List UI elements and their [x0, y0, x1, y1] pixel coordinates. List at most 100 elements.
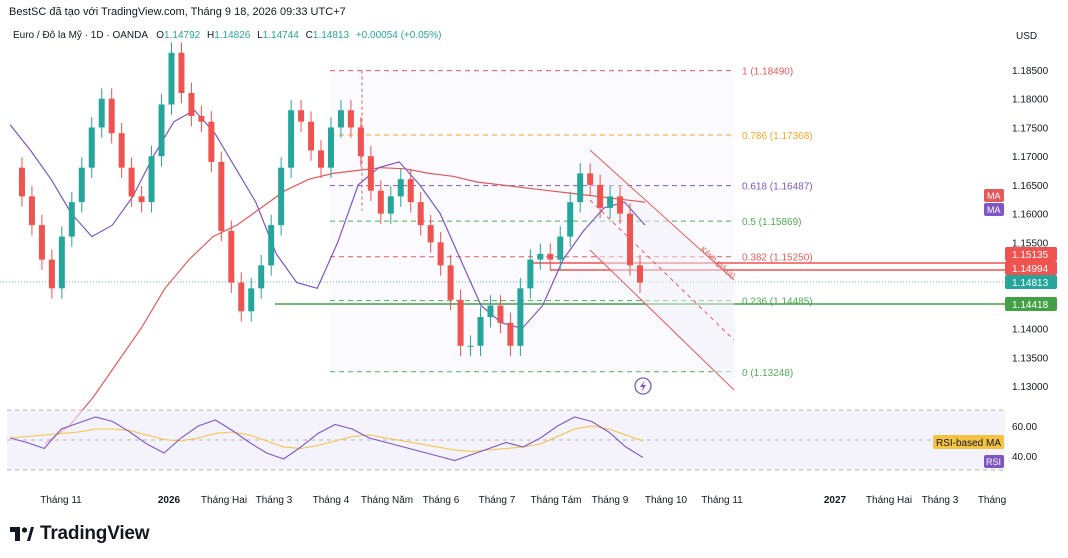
candle-body [248, 288, 255, 312]
ma-short-line [9, 109, 646, 330]
candle-body [387, 196, 394, 214]
candle-body [437, 242, 444, 266]
price-tag-3-bg [1005, 275, 1057, 289]
tradingview-logo[interactable]: TradingView [10, 523, 150, 545]
tradingview-logo-text: TradingView [40, 523, 150, 544]
candle-body [258, 265, 265, 289]
time-tick-label: 2027 [824, 495, 847, 506]
price-tick-label: 1.17500 [1012, 123, 1049, 134]
ma-long-line [44, 167, 646, 444]
rsi-tick-label: 40.00 [1012, 452, 1037, 463]
candle-body [447, 265, 454, 300]
time-tick-label: Tháng Hai [201, 495, 247, 506]
candle-body [327, 127, 334, 168]
time-tick-label: 2026 [158, 495, 181, 506]
candle-body [78, 167, 85, 203]
price-tag-4: 1.14418 [1012, 300, 1049, 311]
ma2-label-bg [984, 203, 1004, 216]
rsi-line [9, 416, 644, 462]
time-tick-label: Tháng 11 [701, 495, 743, 506]
candle-body [337, 110, 344, 128]
price-tick-label: 1.15500 [1012, 238, 1049, 249]
candle-body [477, 317, 484, 346]
price-tag-1-bg [1005, 247, 1057, 261]
candle-body [18, 167, 25, 197]
candle-body [417, 202, 424, 226]
candle-body [168, 52, 175, 105]
legend-c-label: C [306, 30, 313, 41]
candle-body [208, 121, 215, 162]
price-tag-1: 1.15135 [1012, 250, 1049, 261]
candle-body [118, 133, 125, 168]
price-tag-2-bg [1005, 261, 1057, 275]
rsi-ma-label-bg [933, 435, 1004, 449]
svg-text:Euro / Đô la Mỹ · 1D · OANDA: Euro / Đô la Mỹ · 1D · OANDA O1.14792 H1… [13, 30, 441, 41]
time-tick-label: Tháng 10 [645, 495, 688, 506]
fib-level-label: 0.618 (1.16487) [742, 182, 813, 193]
candle-body [487, 305, 494, 318]
lightning-icon[interactable] [634, 377, 652, 395]
price-tick-label: 1.16000 [1012, 210, 1049, 221]
chart-header: BestSC đã tạo với TradingView.com, Tháng… [9, 6, 346, 18]
ma1-label-bg [984, 189, 1004, 202]
candle-body [188, 92, 195, 116]
fib-level-label: 0.236 (1.14485) [742, 297, 813, 308]
time-axis: Tháng 11 2026 Tháng Hai Tháng 3 Tháng 4 Tháng… [40, 495, 1006, 506]
candle-body [88, 127, 95, 168]
rsi-ma-label: RSI-based MA [936, 438, 1001, 449]
fib-level-label: 1 (1.18490) [742, 67, 793, 78]
candle-body [178, 52, 185, 93]
price-tick-label: 1.16500 [1012, 181, 1049, 192]
candle-body [427, 225, 434, 243]
legend-o-value: 1.14792 [164, 30, 201, 41]
candle-body [48, 259, 55, 289]
time-tick-label: Tháng 7 [479, 495, 516, 506]
price-tags: MA MA 1.15135 1.14994 1.14813 1.14418 [984, 189, 1057, 311]
candle-body [457, 299, 464, 346]
candle-body [547, 253, 554, 260]
time-tick-label: Tháng 9 [592, 495, 629, 506]
time-tick-label: Tháng 11 [40, 495, 82, 506]
channel-lower [589, 249, 735, 391]
candles [18, 42, 643, 357]
candle-body [397, 179, 404, 197]
fib-level-label: 0.382 (1.15250) [742, 253, 813, 264]
rsi-tick-label: 60.00 [1012, 422, 1037, 433]
fib-level-label: 0 (1.13248) [742, 368, 793, 379]
price-chart[interactable]: Euro / Đô la Mỹ · 1D · OANDA O1.14792 H1… [0, 0, 1068, 510]
fib-level-label: 0.786 (1.17368) [742, 131, 813, 142]
price-tick-label: 1.13500 [1012, 353, 1049, 364]
price-tick-label: 1.17000 [1012, 152, 1049, 163]
candle-body [228, 230, 235, 283]
candle-body [238, 282, 245, 312]
ma1-label: MA [987, 191, 1001, 201]
candle-body [577, 173, 584, 203]
legend-h-label: H [207, 30, 214, 41]
channel-mid [589, 199, 735, 341]
candle-body [198, 115, 205, 122]
candle-body [567, 202, 574, 237]
price-tick-label: 1.18500 [1012, 66, 1049, 77]
price-tag-3: 1.14813 [1012, 278, 1049, 289]
candle-body [407, 179, 414, 203]
candle-body [128, 167, 135, 197]
fib-level-label: 0.5 (1.15869) [742, 217, 802, 228]
time-tick-label: Tháng Hai [866, 495, 912, 506]
candle-body [28, 196, 35, 226]
candle-body [467, 345, 474, 347]
candle-body [597, 184, 604, 208]
candle-body [298, 110, 305, 122]
time-tick-label: Tháng 3 [256, 495, 293, 506]
candle-body [278, 167, 285, 226]
candle-body [377, 190, 384, 214]
candle-body [308, 121, 315, 151]
channel-upper [589, 149, 735, 281]
time-tick-label: Tháng 4 [313, 495, 350, 506]
price-tick-label: 1.13000 [1012, 382, 1049, 393]
candle-body [627, 213, 634, 266]
time-tick-label: Tháng Tám [531, 495, 582, 506]
candle-body [158, 104, 165, 157]
candle-body [347, 110, 354, 128]
candle-body [497, 305, 504, 323]
currency-label: USD [1016, 31, 1037, 42]
